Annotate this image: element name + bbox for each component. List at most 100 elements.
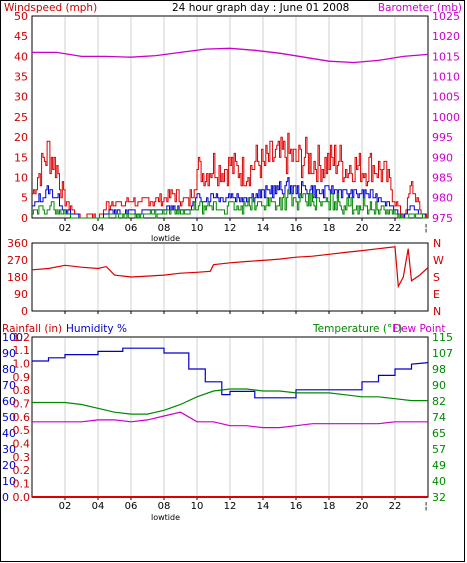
panel-series — [32, 347, 429, 498]
direction-tick-label: 270 — [7, 254, 28, 267]
humidity-tick-label: 80 — [2, 363, 16, 376]
panel-series — [31, 246, 429, 289]
humidity-tick-label: 50 — [2, 411, 16, 424]
barometer-tick-label: 1020 — [432, 30, 460, 43]
direction-tick-label: 0 — [21, 305, 28, 318]
rainfall-tick-label: 1.1 — [13, 344, 31, 357]
rainfall-tick-labels: 0.00.10.20.30.40.50.60.70.80.91.01.11.2 — [13, 331, 31, 504]
humidity-tick-labels: 0 10 20 30 40 50 60 70 80 90 100 — [2, 331, 23, 504]
barometer-tick-labels: 975 980 985 990 995 1000 1005 1010 1015 1020 1025 — [432, 10, 460, 225]
compass-label: E — [433, 288, 440, 301]
low-wind-series — [32, 189, 428, 219]
x-tick-label: 12 — [224, 223, 237, 234]
rainfall-tick-label: 0.9 — [13, 371, 31, 384]
temperature-tick-label: 98 — [432, 363, 446, 376]
barometer-axis-label: Barometer (mb) — [378, 2, 462, 14]
direction-tick-labels: 0 90 180 270 360 — [7, 237, 28, 318]
barometer-tick-label: 990 — [432, 151, 453, 164]
compass-label: W — [433, 254, 444, 267]
x-tick-label: 16 — [290, 223, 303, 234]
x-tick-label: 20 — [356, 223, 369, 234]
rainfall-tick-label: 0.1 — [13, 478, 31, 491]
windspeed-tick-labels: 0 5 10 15 20 25 30 35 40 45 50 — [14, 10, 28, 225]
x-tick-label: 18 — [323, 223, 336, 234]
x-end-mark: ¦ — [424, 501, 427, 512]
windspeed-tick-label: 5 — [21, 192, 28, 205]
humidity-tick-label: 90 — [2, 347, 16, 360]
time-tick-labels: 02 04 06 08 10 12 14 16 18 20 22 ¦ — [59, 223, 428, 234]
panel-grid — [64, 17, 396, 221]
barometer-tick-label: 1025 — [432, 10, 460, 23]
graph-title: 24 hour graph day : June 01 2008 — [172, 2, 349, 14]
temperature-series — [32, 388, 428, 415]
windspeed-tick-label: 50 — [14, 10, 28, 23]
temperature-tick-label: 32 — [432, 491, 446, 504]
x-tick-label: 10 — [191, 223, 204, 234]
windspeed-tick-label: 0 — [21, 212, 28, 225]
x-tick-label: 20 — [356, 501, 369, 512]
dewpoint-axis-label: Dew Point — [393, 323, 446, 335]
rainfall-tick-label: 0.2 — [13, 464, 31, 477]
temperature-axis-label: Temperature (°F) — [312, 323, 402, 335]
rainfall-tick-label: 0.0 — [13, 491, 31, 504]
rainfall-tick-label: 0.5 — [13, 424, 31, 437]
humidity-tick-label: 0 — [2, 491, 9, 504]
barometer-tick-label: 1015 — [432, 50, 460, 63]
windspeed-tick-label: 40 — [14, 50, 28, 63]
temperature-tick-label: 82 — [432, 395, 446, 408]
rainfall-tick-label: 0.8 — [13, 384, 31, 397]
humidity-series — [32, 347, 429, 399]
panel-grid — [64, 338, 396, 500]
rainfall-tick-label: 0.3 — [13, 451, 31, 464]
wind-direction-series — [31, 246, 429, 289]
humidity-tick-label: 40 — [2, 427, 16, 440]
temperature-tick-label: 40 — [432, 475, 446, 488]
rainfall-tick-label: 1.2 — [13, 331, 31, 344]
x-tick-label: 12 — [224, 501, 237, 512]
humidity-axis-label: Humidity % — [66, 323, 127, 335]
rainfall-tick-label: 0.6 — [13, 411, 31, 424]
humidity-tick-label: 20 — [2, 459, 16, 472]
windspeed-tick-label: 30 — [14, 91, 28, 104]
windspeed-axis-label: Windspeed (mph) — [4, 2, 97, 14]
windspeed-tick-label: 35 — [14, 70, 28, 83]
compass-label: N — [433, 305, 441, 318]
temperature-tick-label: 115 — [432, 331, 453, 344]
x-tick-label: 22 — [389, 223, 402, 234]
x-tick-label: 02 — [59, 223, 72, 234]
x-tick-label: 06 — [125, 223, 138, 234]
rainfall-tick-label: 0.7 — [13, 398, 31, 411]
barometer-series — [32, 47, 429, 64]
temperature-tick-label: 65 — [432, 427, 446, 440]
temperature-tick-label: 90 — [432, 379, 446, 392]
temperature-tick-label: 107 — [432, 347, 453, 360]
x-tick-label: 10 — [191, 501, 204, 512]
time-tick-labels: 02 04 06 08 10 12 14 16 18 20 22 ¦ — [59, 501, 428, 512]
x-end-mark: ¦ — [424, 223, 427, 234]
x-tick-label: 06 — [125, 501, 138, 512]
windspeed-tick-label: 25 — [14, 111, 28, 124]
compass-label: S — [433, 271, 440, 284]
windspeed-tick-label: 45 — [14, 30, 28, 43]
humidity-tick-label: 60 — [2, 395, 16, 408]
x-tick-label: 16 — [290, 501, 303, 512]
humidity-tick-label: 100 — [2, 331, 23, 344]
x-tick-label: 22 — [389, 501, 402, 512]
barometer-tick-label: 1010 — [432, 70, 460, 83]
barometer-tick-label: 980 — [432, 192, 453, 205]
lowtide-annotation: lowtide — [151, 234, 180, 243]
dewpoint-series — [32, 411, 428, 429]
barometer-tick-label: 975 — [432, 212, 453, 225]
compass-label: N — [433, 237, 441, 250]
temperature-tick-labels: 32 40 49 57 65 74 82 90 98 107 115 — [432, 331, 453, 504]
humidity-tick-label: 10 — [2, 475, 16, 488]
humidity-tick-label: 70 — [2, 379, 16, 392]
rainfall-tick-label: 0.4 — [13, 438, 31, 451]
temperature-tick-label: 57 — [432, 443, 446, 456]
temperature-tick-label: 74 — [432, 411, 446, 424]
x-tick-label: 08 — [158, 501, 171, 512]
direction-tick-label: 180 — [7, 271, 28, 284]
x-tick-label: 04 — [92, 223, 105, 234]
x-tick-label: 08 — [158, 223, 171, 234]
